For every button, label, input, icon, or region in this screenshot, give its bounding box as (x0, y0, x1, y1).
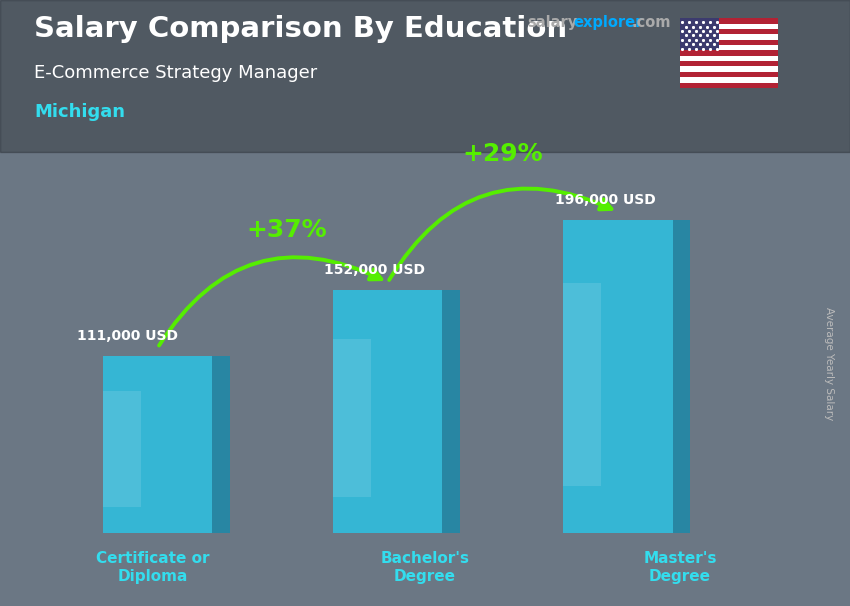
FancyBboxPatch shape (333, 339, 371, 497)
FancyBboxPatch shape (103, 391, 141, 507)
Bar (680, 18, 719, 50)
Text: 196,000 USD: 196,000 USD (554, 193, 655, 207)
FancyBboxPatch shape (564, 282, 602, 486)
Polygon shape (672, 220, 690, 533)
Text: 152,000 USD: 152,000 USD (325, 264, 426, 278)
Bar (680, 77, 778, 82)
Bar (680, 39, 778, 45)
Text: Michigan: Michigan (34, 103, 125, 121)
Bar (680, 56, 778, 61)
FancyArrowPatch shape (159, 257, 382, 345)
Polygon shape (212, 356, 230, 533)
Bar (680, 82, 778, 88)
Text: 111,000 USD: 111,000 USD (77, 329, 178, 343)
Bar (680, 50, 778, 56)
Text: .com: .com (632, 15, 671, 30)
Text: +29%: +29% (462, 142, 543, 165)
Text: explorer: explorer (574, 15, 643, 30)
FancyArrowPatch shape (389, 188, 611, 280)
Bar (680, 18, 778, 24)
Bar (680, 45, 778, 50)
Bar (680, 67, 778, 72)
Bar (680, 24, 778, 29)
Text: Bachelor's
Degree: Bachelor's Degree (381, 551, 469, 584)
Bar (680, 29, 778, 35)
Text: Average Yearly Salary: Average Yearly Salary (824, 307, 834, 420)
Text: Master's
Degree: Master's Degree (643, 551, 717, 584)
Bar (680, 72, 778, 77)
Text: Certificate or
Diploma: Certificate or Diploma (96, 551, 210, 584)
Text: +37%: +37% (246, 218, 327, 242)
Text: Salary Comparison By Education: Salary Comparison By Education (34, 15, 567, 43)
Bar (680, 35, 778, 39)
Text: E-Commerce Strategy Manager: E-Commerce Strategy Manager (34, 64, 317, 82)
FancyBboxPatch shape (564, 220, 672, 533)
Text: salary: salary (527, 15, 577, 30)
FancyBboxPatch shape (333, 290, 442, 533)
Bar (680, 61, 778, 67)
FancyBboxPatch shape (103, 356, 212, 533)
Polygon shape (442, 290, 460, 533)
